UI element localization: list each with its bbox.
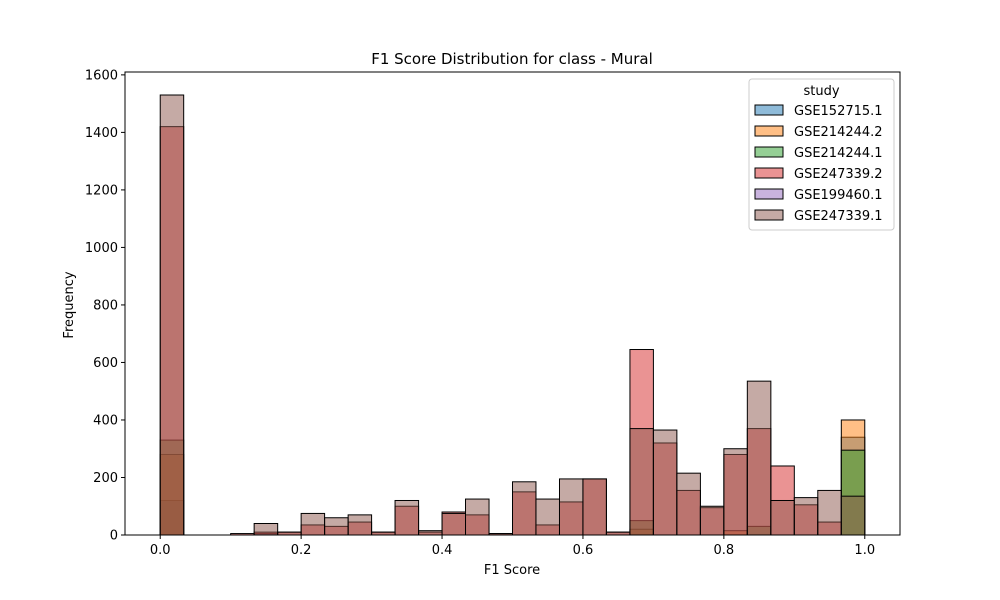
bar-GSE247339.1-bin-12: [441, 512, 467, 536]
bar-GSE247339.1-bin-11: [418, 530, 443, 536]
bar-GSE247339.1-bin-15: [512, 481, 537, 536]
y-tick-label: 800: [93, 298, 118, 313]
x-tick-label: 0.2: [291, 543, 312, 558]
legend-swatch: [754, 146, 784, 158]
x-axis-label: F1 Score: [484, 563, 540, 578]
legend-swatch: [754, 167, 784, 179]
y-tick-label: 600: [93, 356, 118, 371]
y-tick-label: 1400: [85, 126, 118, 141]
bar-GSE247339.1-bin-22: [676, 472, 701, 536]
x-tick-label: 1.0: [854, 543, 875, 558]
legend-swatch: [754, 104, 784, 116]
x-tick-label: 0.0: [150, 543, 171, 558]
y-axis-label: Frequency: [62, 271, 77, 338]
legend-entry-label: GSE214244.2: [794, 125, 883, 140]
bar-GSE247339.1-bin-17: [558, 478, 584, 536]
bar-GSE247339.1-bin-8: [347, 514, 373, 536]
bar-GSE247339.1-bin-0: [159, 94, 185, 536]
legend-entry-label: GSE247339.2: [794, 167, 883, 182]
bar-GSE247339.1-bin-13: [465, 498, 490, 536]
legend-entry-label: GSE214244.1: [794, 146, 883, 161]
legend: study GSE152715.1 GSE214244.2 GSE214244.1 GS…: [748, 78, 895, 231]
bar-GSE247339.1-bin-4: [253, 522, 279, 536]
chart-title: F1 Score Distribution for class - Mural: [371, 50, 653, 68]
y-tick-label: 1600: [85, 68, 118, 83]
y-tick-label: 1200: [85, 183, 118, 198]
bar-GSE247339.1-bin-24: [723, 448, 748, 536]
bar-GSE247339.1-bin-18: [582, 478, 607, 536]
legend-title: study: [803, 84, 839, 99]
bar-GSE247339.1-bin-20: [629, 428, 654, 536]
bar-GSE247339.1-bin-27: [793, 497, 819, 536]
plot-frame: [124, 71, 901, 536]
y-tick-label: 0: [110, 529, 118, 544]
bar-GSE247339.1-bin-28: [817, 489, 842, 536]
legend-entry-label: GSE152715.1: [794, 104, 883, 119]
axes: 0.0 0.2 0.4 0.6 0.8 1.0 0 200 400 600 800 1000 1200 1…: [85, 68, 901, 558]
bar-GSE247339.1-bin-29: [840, 495, 866, 536]
legend-swatch: [754, 188, 784, 200]
bar-GSE247339.1-bin-25: [746, 380, 772, 536]
histogram-bars: [159, 94, 866, 536]
bar-GSE247339.1-bin-16: [535, 498, 560, 536]
legend-entry-label: GSE247339.1: [794, 209, 883, 224]
legend-swatch: [754, 209, 784, 221]
legend-entry-label: GSE199460.1: [794, 188, 883, 203]
y-tick-label: 400: [93, 413, 118, 428]
bar-GSE247339.1-bin-7: [324, 517, 349, 536]
bar-GSE247339.1-bin-23: [699, 505, 725, 536]
bar-GSE247339.1-bin-10: [394, 499, 420, 536]
bar-GSE247339.1-bin-6: [300, 512, 326, 536]
y-tick-label: 200: [93, 471, 118, 486]
x-tick-label: 0.6: [573, 543, 594, 558]
legend-box: [748, 78, 895, 231]
bar-GSE247339.1-bin-26: [770, 499, 795, 536]
series-GSE247339.1: [159, 94, 866, 536]
x-tick-label: 0.8: [714, 543, 735, 558]
bar-GSE247339.1-bin-21: [652, 429, 678, 536]
x-tick-label: 0.4: [432, 543, 453, 558]
legend-swatch: [754, 125, 784, 137]
y-tick-label: 1000: [85, 241, 118, 256]
